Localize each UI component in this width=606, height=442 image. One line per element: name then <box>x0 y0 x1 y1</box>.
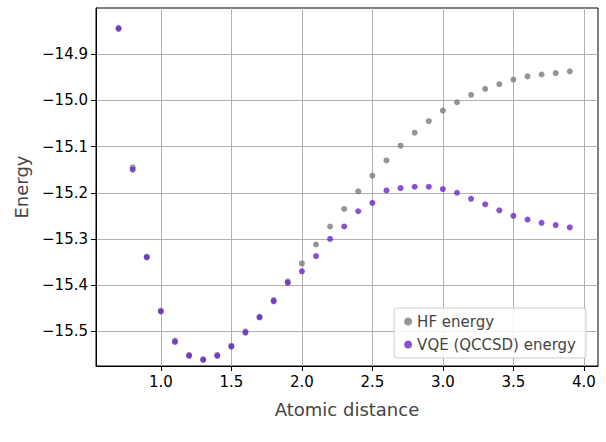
svg-text:VQE (QCCSD) energy: VQE (QCCSD) energy <box>417 336 576 354</box>
svg-text:4.0: 4.0 <box>572 373 596 391</box>
svg-text:3.0: 3.0 <box>431 373 455 391</box>
svg-text:2.5: 2.5 <box>360 373 384 391</box>
svg-text:2.0: 2.0 <box>290 373 314 391</box>
svg-text:−15.5: −15.5 <box>42 322 88 340</box>
svg-text:−15.1: −15.1 <box>42 138 88 156</box>
svg-text:−15.2: −15.2 <box>42 184 88 202</box>
svg-text:1.5: 1.5 <box>219 373 243 391</box>
svg-text:Energy: Energy <box>11 155 32 218</box>
svg-text:−15.4: −15.4 <box>42 276 88 294</box>
svg-text:−15.3: −15.3 <box>42 230 88 248</box>
svg-text:−14.9: −14.9 <box>42 45 88 63</box>
svg-text:Atomic distance: Atomic distance <box>275 399 420 420</box>
svg-text:1.0: 1.0 <box>149 373 173 391</box>
svg-text:3.5: 3.5 <box>501 373 525 391</box>
svg-text:−15.0: −15.0 <box>42 91 88 109</box>
svg-text:HF energy: HF energy <box>417 313 494 331</box>
